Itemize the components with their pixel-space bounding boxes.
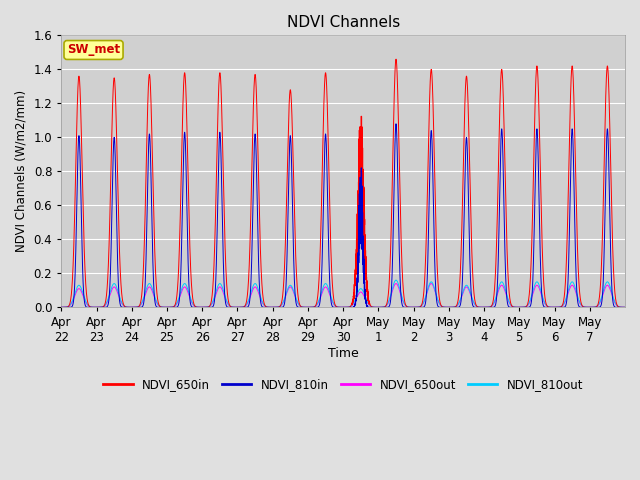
Y-axis label: NDVI Channels (W/m2/mm): NDVI Channels (W/m2/mm) xyxy=(15,90,28,252)
Legend: NDVI_650in, NDVI_810in, NDVI_650out, NDVI_810out: NDVI_650in, NDVI_810in, NDVI_650out, NDV… xyxy=(99,373,588,396)
X-axis label: Time: Time xyxy=(328,347,358,360)
Title: NDVI Channels: NDVI Channels xyxy=(287,15,400,30)
Text: SW_met: SW_met xyxy=(67,44,120,57)
